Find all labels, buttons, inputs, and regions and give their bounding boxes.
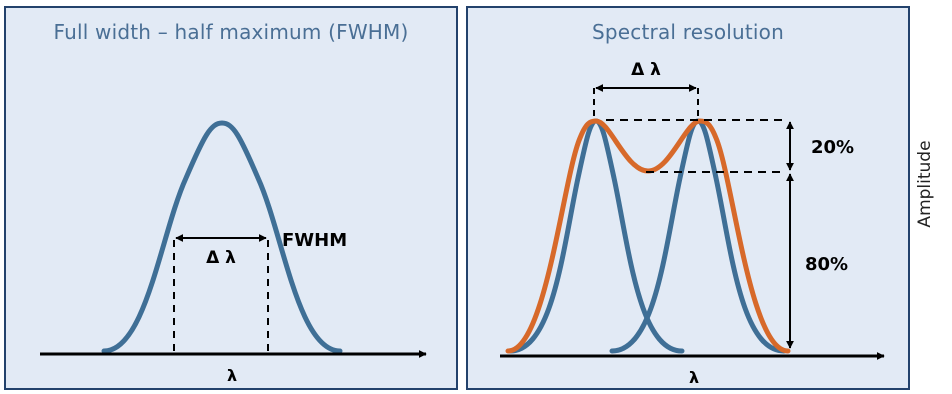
- delta-lambda-label: Δ λ: [631, 60, 661, 80]
- fwhm-diagram: Δ λ FWHM λ: [40, 120, 427, 385]
- dip-percent-label: 20%: [811, 137, 854, 158]
- fwhm-panel-title: Full width – half maximum (FWHM): [53, 20, 409, 44]
- spectral-resolution-title: Spectral resolution: [591, 20, 784, 44]
- amplitude-axis-label: Amplitude: [915, 140, 935, 228]
- fwhm-axis-label: λ: [227, 366, 237, 385]
- spectral-resolution-panel: Spectral resolution Δ λ 20% 80% λ: [466, 6, 910, 390]
- gaussian-curve: [101, 120, 343, 354]
- spectral-axis-label: λ: [689, 368, 699, 387]
- fwhm-label: FWHM: [282, 230, 347, 251]
- spectral-resolution-diagram: Δ λ 20% 80% λ: [500, 60, 885, 387]
- fwhm-panel: Full width – half maximum (FWHM) Δ λ FWH…: [4, 6, 458, 390]
- fwhm-delta-label: Δ λ: [206, 248, 236, 268]
- base-percent-label: 80%: [805, 254, 848, 275]
